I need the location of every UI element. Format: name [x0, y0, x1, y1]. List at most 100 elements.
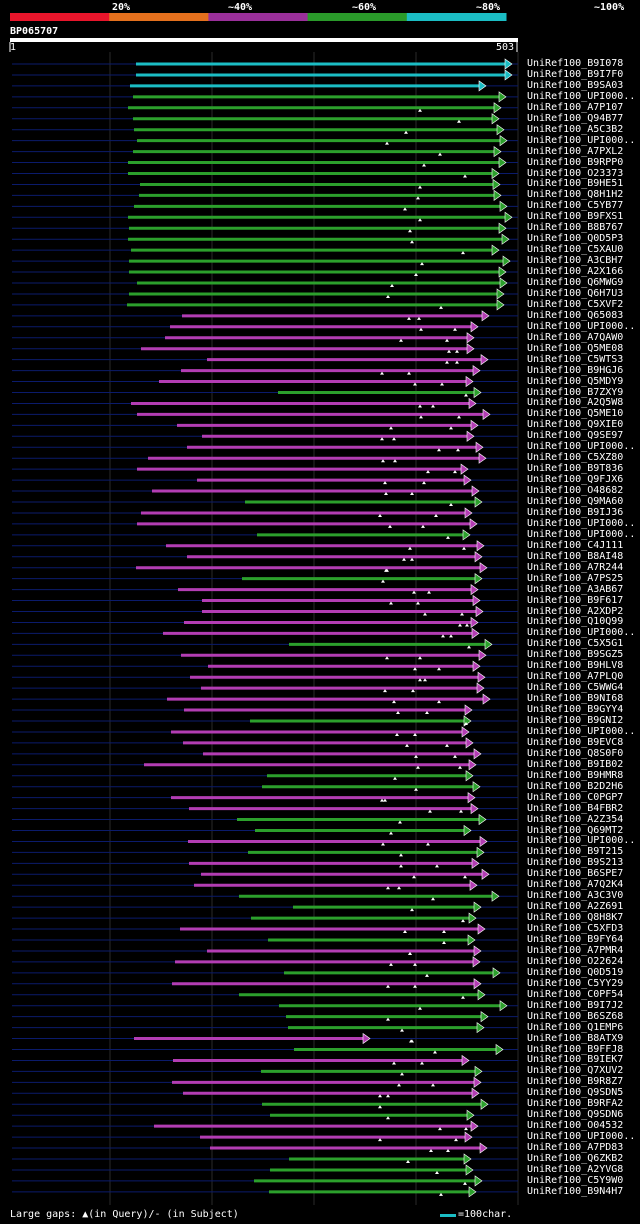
hit-label[interactable]: UniRef100_UPI000.. — [527, 725, 636, 737]
hit-label[interactable]: UniRef100_A7Q2K4 — [527, 879, 624, 891]
hit-label[interactable]: UniRef100_A5C3B2 — [527, 123, 624, 135]
hit-label[interactable]: UniRef100_A7PD83 — [527, 1142, 624, 1154]
hit-label[interactable]: UniRef100_B9IJ36 — [527, 506, 624, 518]
hit-label[interactable]: UniRef100_A2YVG8 — [527, 1163, 624, 1175]
hit-label[interactable]: UniRef100_B9FXS1 — [527, 211, 624, 223]
hit-label[interactable]: UniRef100_Q9SE97 — [527, 430, 624, 442]
hit-label[interactable]: UniRef100_A3C3V0 — [527, 890, 624, 902]
hit-label[interactable]: UniRef100_A7PS25 — [527, 572, 624, 584]
hit-label[interactable]: UniRef100_Q10Q99 — [527, 616, 624, 628]
hit-label[interactable]: UniRef100_B9R8Z7 — [527, 1076, 624, 1088]
hit-label[interactable]: UniRef100_C0PGP7 — [527, 791, 624, 803]
hit-label[interactable]: UniRef100_A2Q5W8 — [527, 397, 624, 409]
hit-label[interactable]: UniRef100_O22624 — [527, 955, 624, 967]
hit-label[interactable]: UniRef100_B6SPE7 — [527, 868, 624, 880]
hit-label[interactable]: UniRef100_O48682 — [527, 485, 624, 497]
hit-label[interactable]: UniRef100_Q9XIE0 — [527, 419, 624, 431]
hit-label[interactable]: UniRef100_UPI000.. — [527, 90, 636, 102]
hit-label[interactable]: UniRef100_Q8H1H2 — [527, 189, 624, 201]
hit-label[interactable]: UniRef100_Q94B77 — [527, 112, 624, 124]
hit-label[interactable]: UniRef100_B9I7F0 — [527, 68, 624, 80]
hit-label[interactable]: UniRef100_B9HE51 — [527, 178, 624, 190]
hit-label[interactable]: UniRef100_B7ZXY9 — [527, 386, 624, 398]
hit-label[interactable]: UniRef100_Q9MA60 — [527, 496, 624, 507]
hit-label[interactable]: UniRef100_B9T215 — [527, 846, 624, 858]
hit-label[interactable]: UniRef100_Q9SDN6 — [527, 1109, 624, 1121]
hit-label[interactable]: UniRef100_B9IB02 — [527, 758, 624, 770]
hit-label[interactable]: UniRef100_UPI000.. — [527, 1131, 636, 1143]
hit-label[interactable]: UniRef100_B9GYY4 — [527, 704, 624, 716]
hit-label[interactable]: UniRef100_B8B767 — [527, 222, 624, 234]
hit-label[interactable]: UniRef100_UPI000.. — [527, 517, 636, 529]
hit-label[interactable]: UniRef100_B9HGJ6 — [527, 364, 624, 376]
hit-label[interactable]: UniRef100_O23373 — [527, 167, 624, 179]
hit-label[interactable]: UniRef100_UPI000.. — [527, 441, 636, 453]
hit-label[interactable]: UniRef100_Q5ME08 — [527, 342, 624, 354]
hit-label[interactable]: UniRef100_Q69MT2 — [527, 824, 624, 836]
hit-label[interactable]: UniRef100_UPI000.. — [527, 320, 636, 332]
hit-label[interactable]: UniRef100_B9HMR8 — [527, 769, 624, 781]
hit-label[interactable]: UniRef100_A7PMR4 — [527, 944, 624, 956]
hit-label[interactable]: UniRef100_B9S213 — [527, 857, 624, 869]
hit-label[interactable]: UniRef100_C5YY29 — [527, 977, 624, 989]
hit-label[interactable]: UniRef100_Q9FJX6 — [527, 474, 624, 486]
hit-label[interactable]: UniRef100_C5XFD3 — [527, 923, 624, 935]
hit-label[interactable]: UniRef100_B9EVC8 — [527, 736, 624, 748]
hit-label[interactable]: UniRef100_A7QAW0 — [527, 331, 624, 343]
hit-label[interactable]: UniRef100_UPI000.. — [527, 134, 636, 146]
hit-label[interactable]: UniRef100_C5WTS3 — [527, 353, 624, 365]
hit-label[interactable]: UniRef100_Q5MDY9 — [527, 375, 624, 387]
hit-label[interactable]: UniRef100_UPI000.. — [527, 835, 636, 847]
hit-label[interactable]: UniRef100_C4J111 — [527, 539, 624, 551]
hit-label[interactable]: UniRef100_C5XVF2 — [527, 298, 624, 310]
hit-label[interactable]: UniRef100_C5YB77 — [527, 200, 624, 212]
hit-label[interactable]: UniRef100_B9FY64 — [527, 934, 624, 945]
hit-label[interactable]: UniRef100_B9HLV8 — [527, 660, 624, 672]
hit-label[interactable]: UniRef100_C5X5G1 — [527, 638, 624, 650]
hit-label[interactable]: UniRef100_Q0D519 — [527, 966, 624, 978]
hit-label[interactable]: UniRef100_B9SA03 — [527, 79, 624, 91]
hit-label[interactable]: UniRef100_Q1EMP6 — [527, 1021, 624, 1033]
hit-label[interactable]: UniRef100_A7PXL2 — [527, 145, 624, 157]
hit-label[interactable]: UniRef100_A2Z691 — [527, 901, 624, 913]
hit-label[interactable]: UniRef100_Q7XUV2 — [527, 1065, 624, 1077]
hit-label[interactable]: UniRef100_B9RFA2 — [527, 1098, 624, 1110]
hit-label[interactable]: UniRef100_A7R244 — [527, 561, 624, 573]
hit-label[interactable]: UniRef100_A3CBH7 — [527, 255, 624, 267]
hit-label[interactable]: UniRef100_B9I078 — [527, 58, 624, 69]
hit-label[interactable]: UniRef100_Q8S0F0 — [527, 747, 624, 759]
hit-label[interactable]: UniRef100_C5Y9W0 — [527, 1174, 624, 1186]
hit-label[interactable]: UniRef100_B9FFJ8 — [527, 1043, 624, 1055]
hit-label[interactable]: UniRef100_Q0D5P3 — [527, 233, 624, 245]
hit-label[interactable]: UniRef100_A7P107 — [527, 101, 624, 113]
hit-label[interactable]: UniRef100_Q6ZKB2 — [527, 1153, 624, 1164]
hit-label[interactable]: UniRef100_UPI000.. — [527, 627, 636, 639]
hit-label[interactable]: UniRef100_A2XDP2 — [527, 605, 624, 617]
hit-label[interactable]: UniRef100_A3AB67 — [527, 583, 624, 595]
hit-label[interactable]: UniRef100_B9SGZ5 — [527, 649, 624, 661]
hit-label[interactable]: UniRef100_Q5ME10 — [527, 408, 624, 420]
hit-label[interactable]: UniRef100_C0PF54 — [527, 988, 624, 1000]
hit-label[interactable]: UniRef100_Q6H7U3 — [527, 287, 624, 299]
hit-label[interactable]: UniRef100_C5WWG4 — [527, 682, 624, 694]
hit-label[interactable]: UniRef100_A2Z354 — [527, 813, 624, 825]
hit-label[interactable]: UniRef100_UPI000.. — [527, 528, 636, 540]
hit-label[interactable]: UniRef100_B2D2H6 — [527, 780, 624, 792]
hit-label[interactable]: UniRef100_Q8H8K7 — [527, 912, 624, 924]
hit-label[interactable]: UniRef100_B8AI48 — [527, 550, 624, 562]
hit-label[interactable]: UniRef100_B9I7J2 — [527, 999, 624, 1011]
hit-label[interactable]: UniRef100_B9IEK7 — [527, 1054, 624, 1066]
hit-label[interactable]: UniRef100_B9RPP0 — [527, 156, 624, 168]
hit-label[interactable]: UniRef100_A7PLQ0 — [527, 671, 624, 683]
hit-label[interactable]: UniRef100_B9T836 — [527, 463, 624, 475]
hit-label[interactable]: UniRef100_C5XAU0 — [527, 244, 624, 256]
hit-label[interactable]: UniRef100_A2X166 — [527, 266, 624, 278]
hit-label[interactable]: UniRef100_B9F617 — [527, 594, 624, 606]
hit-label[interactable]: UniRef100_B8ATX9 — [527, 1032, 624, 1044]
hit-label[interactable]: UniRef100_Q9SDN5 — [527, 1087, 624, 1099]
hit-label[interactable]: UniRef100_B4FBR2 — [527, 802, 624, 814]
hit-label[interactable]: UniRef100_B9NI68 — [527, 693, 624, 705]
hit-label[interactable]: UniRef100_B9GNI2 — [527, 715, 624, 726]
hit-label[interactable]: UniRef100_Q65083 — [527, 309, 624, 321]
hit-label[interactable]: UniRef100_C5XZ80 — [527, 452, 624, 464]
